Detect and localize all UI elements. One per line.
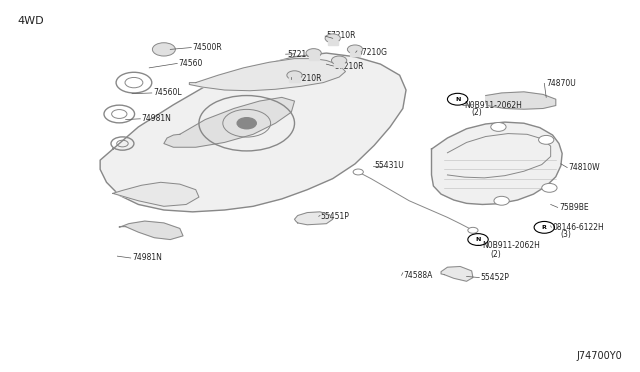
Text: J74700Y0: J74700Y0	[577, 352, 623, 361]
Circle shape	[152, 43, 175, 56]
Bar	[334, 62, 344, 67]
Polygon shape	[164, 97, 294, 147]
Text: 74810W: 74810W	[568, 163, 600, 172]
Text: 57210G: 57210G	[357, 48, 387, 57]
Polygon shape	[189, 59, 346, 91]
Circle shape	[491, 122, 506, 131]
Text: 57210R: 57210R	[335, 61, 364, 71]
Circle shape	[306, 49, 321, 58]
Bar	[350, 52, 360, 56]
Text: 57210R: 57210R	[326, 31, 356, 40]
Circle shape	[237, 118, 256, 129]
Circle shape	[287, 71, 302, 80]
Polygon shape	[441, 266, 473, 281]
Text: 74981N: 74981N	[141, 114, 172, 123]
Text: N: N	[476, 237, 481, 242]
Text: (2): (2)	[472, 108, 483, 118]
Bar	[308, 55, 319, 60]
Circle shape	[348, 45, 363, 54]
Text: N0B911-2062H: N0B911-2062H	[464, 101, 522, 110]
Circle shape	[325, 34, 340, 43]
Text: 4WD: 4WD	[17, 16, 44, 26]
Text: 57210R: 57210R	[287, 50, 316, 59]
Text: (2): (2)	[491, 250, 502, 259]
Text: 74560: 74560	[179, 59, 203, 68]
Text: 57210R: 57210R	[292, 74, 322, 83]
Text: 55452P: 55452P	[481, 273, 509, 282]
Text: 74560L: 74560L	[153, 89, 182, 97]
Text: (3): (3)	[561, 230, 572, 239]
Text: 08146-6122H: 08146-6122H	[552, 223, 604, 232]
Text: 74500R: 74500R	[193, 43, 222, 52]
Text: 74588A: 74588A	[403, 271, 432, 280]
Circle shape	[541, 183, 557, 192]
Text: 55451P: 55451P	[320, 212, 349, 221]
Polygon shape	[119, 221, 183, 240]
Circle shape	[494, 196, 509, 205]
Bar	[289, 77, 300, 82]
Polygon shape	[100, 53, 406, 212]
Text: N: N	[455, 97, 460, 102]
Polygon shape	[431, 122, 562, 205]
Circle shape	[332, 56, 347, 65]
Text: 75B9BE: 75B9BE	[559, 203, 589, 212]
Polygon shape	[113, 182, 199, 206]
Text: 55431U: 55431U	[374, 161, 404, 170]
Circle shape	[353, 169, 364, 175]
Polygon shape	[294, 212, 333, 225]
Circle shape	[468, 227, 478, 233]
Text: R: R	[542, 225, 547, 230]
Text: N0B911-2062H: N0B911-2062H	[483, 241, 540, 250]
Bar	[328, 41, 338, 45]
Polygon shape	[486, 92, 556, 109]
Text: 74870U: 74870U	[546, 79, 576, 88]
Text: 74981N: 74981N	[132, 253, 162, 263]
Circle shape	[539, 135, 554, 144]
